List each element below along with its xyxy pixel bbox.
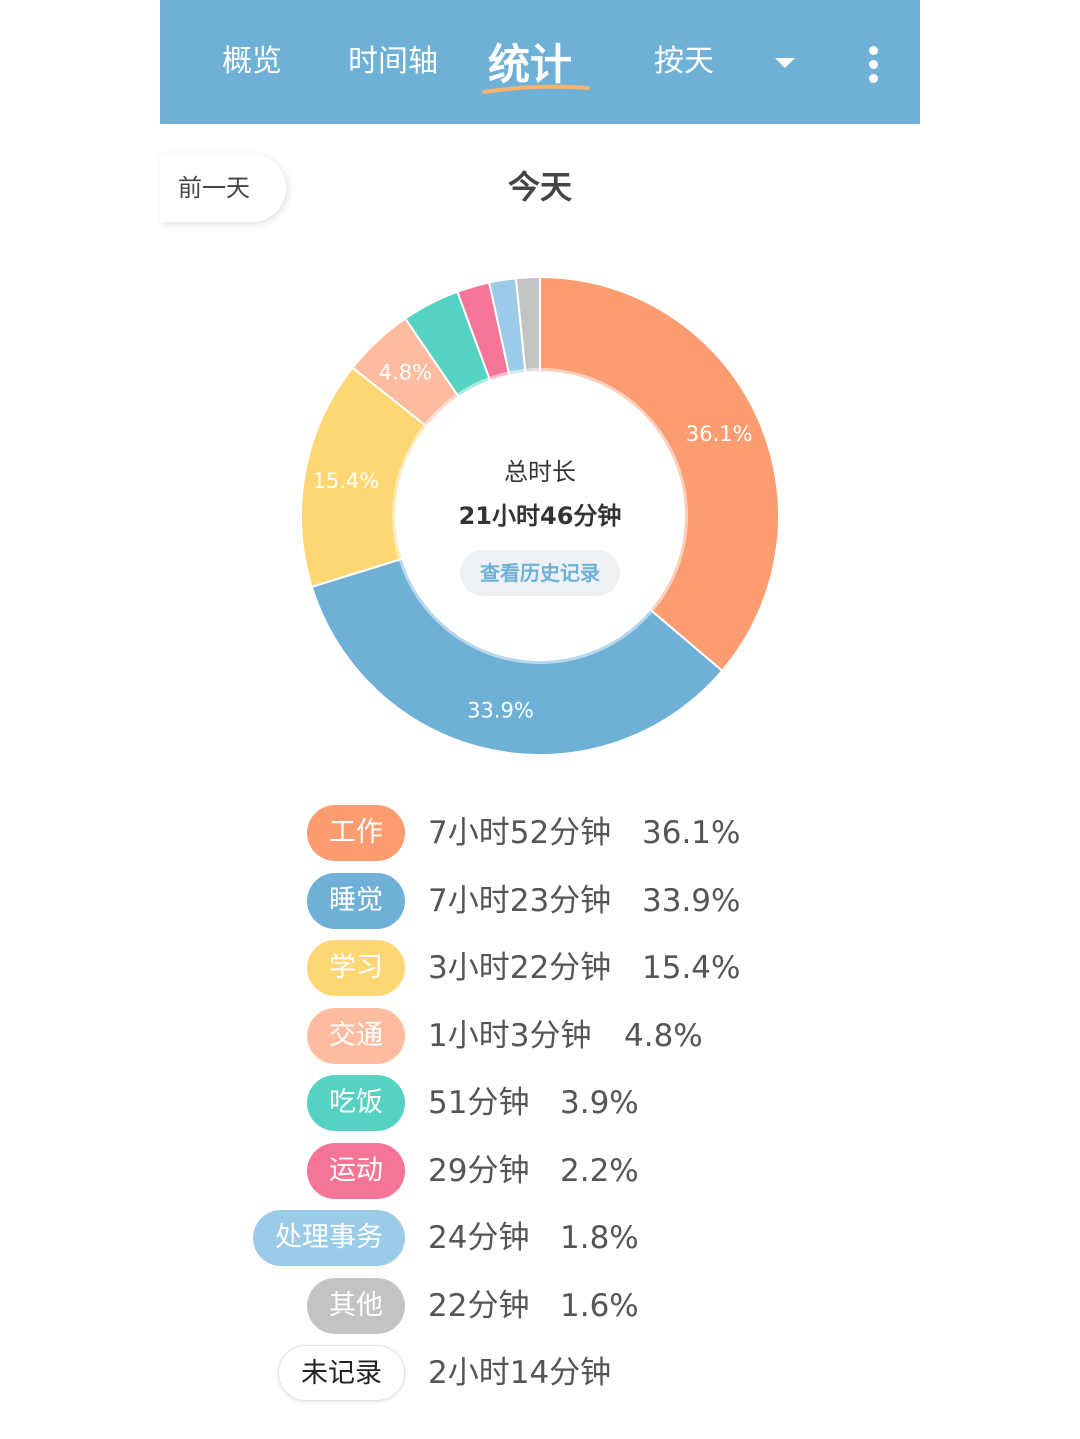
category-duration: 24分钟 bbox=[428, 1220, 530, 1256]
category-pill[interactable]: 吃饭 bbox=[307, 1075, 405, 1131]
category-duration: 29分钟 bbox=[428, 1152, 530, 1189]
category-duration: 2小时14分钟 bbox=[428, 1355, 612, 1391]
legend-row[interactable]: 工作 7小时52分钟 36.1% bbox=[160, 805, 920, 861]
tab-statistics[interactable]: 统计 bbox=[488, 40, 573, 89]
category-pill[interactable]: 睡觉 bbox=[307, 872, 405, 929]
legend-row[interactable]: 其他 22分钟 1.6% bbox=[160, 1277, 920, 1334]
period-selector[interactable]: 按天 bbox=[654, 44, 714, 79]
legend-row[interactable]: 未记录 2小时14分钟 bbox=[160, 1345, 920, 1401]
time-donut-chart: 36.1% 33.9% 15.4% 4.8% bbox=[300, 275, 780, 756]
legend-row[interactable]: 处理事务 24分钟 1.8% bbox=[160, 1210, 920, 1266]
category-duration: 3小时22分钟 bbox=[428, 950, 612, 986]
category-percent: 33.9% bbox=[642, 882, 741, 919]
legend-row[interactable]: 睡觉 7小时23分钟 33.9% bbox=[160, 872, 920, 929]
category-duration: 51分钟 bbox=[428, 1085, 530, 1121]
category-percent: 1.8% bbox=[560, 1220, 639, 1256]
total-duration-label: 总时长 bbox=[504, 458, 576, 486]
legend-row[interactable]: 交通 1小时3分钟 4.8% bbox=[160, 1007, 920, 1064]
category-percent: 2.2% bbox=[560, 1152, 639, 1189]
previous-day-button[interactable]: 前一天 bbox=[160, 154, 286, 222]
category-duration: 1小时3分钟 bbox=[428, 1017, 592, 1054]
total-duration-value: 21小时46分钟 bbox=[458, 502, 622, 530]
category-duration: 7小时23分钟 bbox=[428, 882, 612, 919]
category-duration: 22分钟 bbox=[428, 1287, 530, 1324]
view-history-button[interactable]: 查看历史记录 bbox=[460, 550, 620, 596]
legend-row[interactable]: 吃饭 51分钟 3.9% bbox=[160, 1075, 920, 1131]
category-pill[interactable]: 其他 bbox=[307, 1277, 405, 1334]
category-percent: 36.1% bbox=[642, 815, 741, 851]
legend-row[interactable]: 学习 3小时22分钟 15.4% bbox=[160, 940, 920, 996]
category-pill[interactable]: 未记录 bbox=[278, 1345, 405, 1401]
category-pill[interactable]: 工作 bbox=[307, 805, 405, 861]
chevron-down-icon[interactable] bbox=[772, 50, 798, 74]
category-duration: 7小时52分钟 bbox=[428, 815, 612, 851]
slice-percent-label: 36.1% bbox=[686, 422, 753, 446]
top-app-bar: 概览 时间轴 统计 按天 bbox=[160, 0, 920, 124]
slice-percent-label: 4.8% bbox=[379, 360, 432, 384]
category-percent: 4.8% bbox=[624, 1017, 703, 1054]
active-tab-underline bbox=[482, 84, 590, 94]
slice-percent-label: 15.4% bbox=[312, 469, 379, 493]
category-pill[interactable]: 处理事务 bbox=[253, 1210, 405, 1266]
tab-overview[interactable]: 概览 bbox=[222, 44, 282, 79]
category-percent: 1.6% bbox=[560, 1287, 639, 1324]
category-pill[interactable]: 运动 bbox=[307, 1142, 405, 1199]
more-vertical-icon[interactable] bbox=[856, 40, 890, 88]
category-percent: 15.4% bbox=[642, 950, 741, 986]
legend-row[interactable]: 运动 29分钟 2.2% bbox=[160, 1142, 920, 1199]
category-pill[interactable]: 交通 bbox=[307, 1007, 405, 1064]
category-percent: 3.9% bbox=[560, 1085, 639, 1121]
current-day-title: 今天 bbox=[507, 168, 572, 206]
slice-percent-label: 33.9% bbox=[467, 698, 534, 722]
stats-screen: 概览 时间轴 统计 按天 前一天 今天 36.1% 33.9% 15.4% 4.8% … bbox=[160, 0, 920, 1439]
category-pill[interactable]: 学习 bbox=[307, 940, 405, 996]
tab-timeline[interactable]: 时间轴 bbox=[348, 44, 438, 79]
